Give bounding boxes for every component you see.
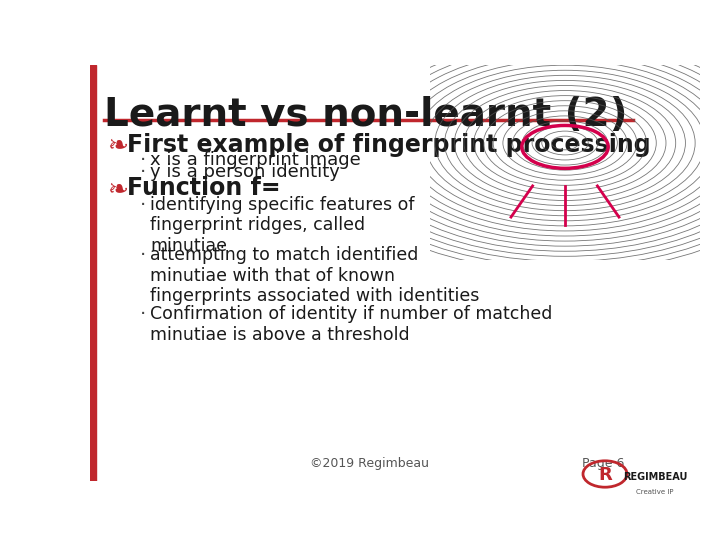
Text: First example of fingerprint processing: First example of fingerprint processing [127, 132, 651, 157]
Text: ❧: ❧ [107, 134, 128, 158]
Text: Function f=: Function f= [127, 177, 281, 200]
Text: x is a fingerprint image: x is a fingerprint image [150, 151, 361, 169]
Text: ❧: ❧ [107, 178, 128, 202]
Text: ·: · [140, 246, 147, 265]
Bar [90, 65, 96, 481]
Text: ·: · [140, 151, 147, 170]
Text: ©2019 Regimbeau: ©2019 Regimbeau [310, 457, 428, 470]
Text: R: R [598, 466, 612, 484]
Text: ·: · [140, 195, 147, 215]
Text: y is a person identity: y is a person identity [150, 164, 341, 181]
Text: REGIMBEAU: REGIMBEAU [623, 472, 687, 482]
Text: identifying specific features of
fingerprint ridges, called
minutiae: identifying specific features of fingerp… [150, 195, 415, 255]
Text: attempting to match identified
minutiae with that of known
fingerprints associat: attempting to match identified minutiae … [150, 246, 480, 305]
Text: ·: · [140, 164, 147, 183]
Text: ·: · [140, 305, 147, 324]
Text: Confirmation of identity if number of matched
minutiae is above a threshold: Confirmation of identity if number of ma… [150, 305, 553, 344]
Text: Page 6: Page 6 [582, 457, 625, 470]
Text: Learnt vs non-learnt (2): Learnt vs non-learnt (2) [104, 96, 627, 133]
Text: Creative IP: Creative IP [636, 489, 674, 495]
